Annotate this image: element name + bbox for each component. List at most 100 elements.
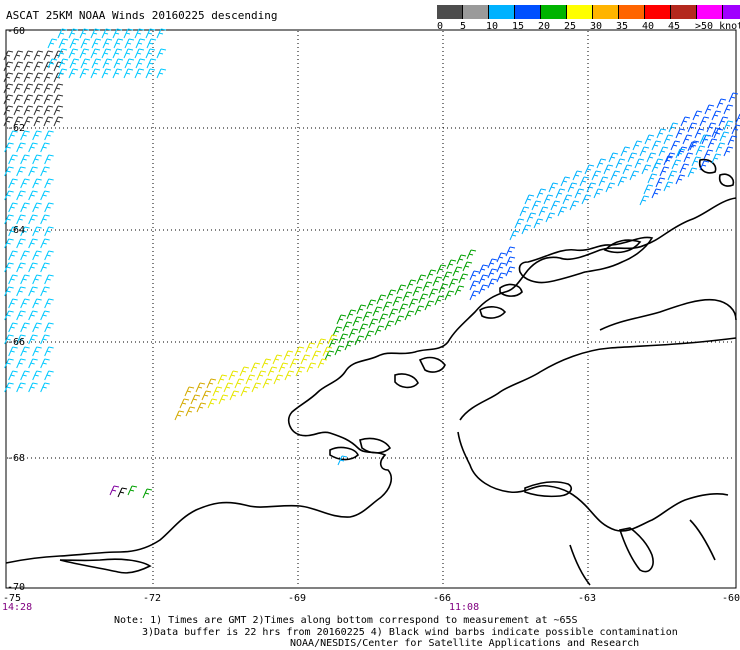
wind-barb [574, 188, 585, 199]
wind-barb [366, 299, 377, 310]
wind-barb [33, 116, 44, 127]
wind-barb [272, 354, 283, 365]
legend-swatch [541, 5, 567, 19]
wind-barb [364, 330, 375, 341]
legend-label: 20 [538, 21, 551, 32]
wind-barb [40, 262, 50, 273]
wind-barb [20, 274, 30, 285]
wind-barb [384, 320, 395, 331]
wind-barb [378, 313, 389, 324]
wind-barb [44, 298, 54, 309]
legend-swatch [489, 5, 515, 19]
legend-swatch [645, 5, 671, 19]
wind-barb [687, 122, 698, 133]
wind-barb [90, 68, 101, 79]
wind-barb [20, 226, 30, 237]
wind-barb [727, 135, 738, 146]
wind-barb [723, 146, 734, 157]
wind-barb [69, 38, 80, 49]
wind-barb [496, 262, 507, 273]
wind-barb [438, 283, 449, 294]
wind-barb [28, 214, 38, 225]
wind-barb [346, 309, 357, 320]
wind-barb [442, 271, 453, 282]
wind-barb [478, 274, 489, 285]
wind-barb [675, 128, 686, 139]
wind-barb [28, 382, 38, 393]
wind-barb [113, 58, 124, 69]
wind-barb [644, 134, 655, 145]
wind-barb [608, 152, 619, 163]
wind-barb [69, 58, 80, 69]
wind-barb [670, 140, 681, 151]
wind-barb [91, 38, 102, 49]
wind-barb [33, 61, 44, 72]
wind-barb [3, 72, 14, 83]
wind-barb [593, 188, 604, 199]
wind-barb [531, 200, 542, 211]
wind-barb [196, 402, 207, 413]
wind-barb [469, 280, 480, 291]
wind-barb [146, 58, 157, 69]
wind-barb [40, 190, 50, 201]
wind-barb [634, 158, 645, 169]
wind-barb [20, 346, 30, 357]
wind-barb [91, 58, 102, 69]
wind-barb [47, 38, 58, 49]
wind-barb [699, 134, 710, 145]
wind-barb [32, 274, 42, 285]
wind-barb [43, 105, 54, 116]
wind-barb [404, 310, 415, 321]
wind-barb [234, 378, 245, 389]
wind-barb [667, 170, 678, 181]
wind-barb [44, 226, 54, 237]
wind-barb [8, 178, 18, 189]
wind-barb [456, 254, 467, 265]
wind-barb [572, 170, 583, 181]
wind-barb [396, 284, 407, 295]
wind-barb [124, 38, 135, 49]
wind-barb [711, 153, 722, 164]
wind-barb [28, 334, 38, 345]
wind-barb [44, 154, 54, 165]
wind-barb [33, 94, 44, 105]
wind-barb [332, 326, 343, 337]
wind-barb [23, 116, 34, 127]
coastline-segment [359, 437, 392, 454]
wind-barb [179, 398, 190, 409]
wind-barb [79, 28, 90, 39]
wind-barb [16, 166, 26, 177]
wind-barb [324, 350, 335, 361]
wind-barb [20, 298, 30, 309]
legend-label: 40 [642, 21, 655, 32]
wind-barb [283, 350, 294, 361]
latitude-labels: -60 -62 -64 -66 -68 -70 [7, 26, 25, 593]
wind-barb [53, 105, 64, 116]
wind-barb [13, 72, 24, 83]
wind-barb [723, 120, 734, 131]
wind-barb [134, 48, 145, 59]
wind-barb [514, 218, 525, 229]
wind-barb [509, 230, 520, 241]
wind-barb [33, 83, 44, 94]
wind-barb [3, 61, 14, 72]
wind-barb [102, 58, 113, 69]
wind-barb [8, 154, 18, 165]
wind-barb [704, 104, 715, 115]
wind-barb [32, 298, 42, 309]
wind-barb [32, 346, 42, 357]
coastline-segment [599, 298, 737, 331]
wind-barb [591, 170, 602, 181]
wind-barb [23, 105, 34, 116]
wind-barb [113, 38, 124, 49]
wind-barb [392, 296, 403, 307]
wind-barb [428, 288, 439, 299]
wind-barb [581, 194, 592, 205]
wind-barb [422, 281, 433, 292]
wind-barb [33, 105, 44, 116]
wind-barb [251, 382, 262, 393]
coastline-segment [603, 239, 642, 254]
legend-color-bar [437, 5, 740, 19]
wind-barb [53, 50, 64, 61]
wind-barb [134, 28, 145, 39]
